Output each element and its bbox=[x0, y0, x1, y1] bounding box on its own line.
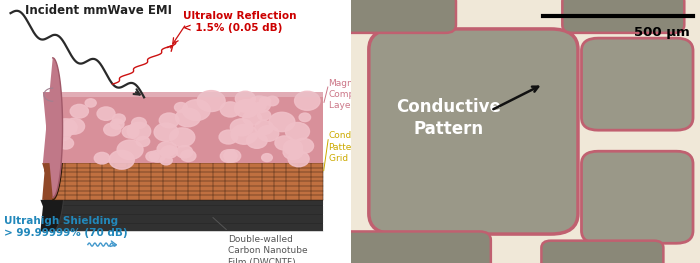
Circle shape bbox=[150, 150, 165, 162]
Circle shape bbox=[157, 141, 177, 156]
Circle shape bbox=[174, 103, 188, 112]
FancyBboxPatch shape bbox=[541, 241, 664, 263]
Circle shape bbox=[154, 123, 178, 141]
Circle shape bbox=[234, 100, 258, 118]
Polygon shape bbox=[41, 110, 65, 231]
Circle shape bbox=[295, 91, 320, 110]
Circle shape bbox=[231, 124, 258, 144]
Circle shape bbox=[219, 130, 238, 144]
Circle shape bbox=[243, 111, 262, 125]
Circle shape bbox=[237, 102, 251, 112]
Circle shape bbox=[55, 119, 77, 136]
Circle shape bbox=[70, 104, 88, 118]
Circle shape bbox=[52, 127, 71, 141]
Circle shape bbox=[288, 151, 309, 167]
Circle shape bbox=[283, 145, 303, 159]
Text: 500 μm: 500 μm bbox=[634, 26, 690, 39]
Circle shape bbox=[176, 108, 200, 127]
Circle shape bbox=[284, 141, 302, 155]
Text: Double-walled
Carbon Nanotube
Film (DWCNTF): Double-walled Carbon Nanotube Film (DWCN… bbox=[228, 235, 308, 263]
Circle shape bbox=[284, 140, 302, 154]
Circle shape bbox=[122, 125, 139, 138]
Circle shape bbox=[113, 114, 125, 124]
Circle shape bbox=[220, 150, 237, 162]
FancyBboxPatch shape bbox=[369, 29, 578, 234]
Circle shape bbox=[197, 90, 225, 112]
FancyBboxPatch shape bbox=[316, 0, 456, 33]
FancyBboxPatch shape bbox=[582, 38, 693, 130]
Text: Magnetic
Composite
Layer (MCL): Magnetic Composite Layer (MCL) bbox=[328, 79, 383, 110]
Text: Conductive
Pattern: Conductive Pattern bbox=[397, 98, 501, 138]
Circle shape bbox=[220, 102, 240, 117]
Circle shape bbox=[132, 118, 146, 129]
Circle shape bbox=[85, 99, 96, 107]
Circle shape bbox=[230, 119, 253, 136]
Circle shape bbox=[117, 140, 143, 159]
Circle shape bbox=[176, 146, 193, 158]
Text: Ultrahigh Shielding
> 99.99999% (70 dB): Ultrahigh Shielding > 99.99999% (70 dB) bbox=[4, 216, 127, 238]
Circle shape bbox=[246, 133, 267, 148]
Polygon shape bbox=[52, 92, 323, 163]
Circle shape bbox=[248, 96, 271, 113]
Circle shape bbox=[262, 154, 272, 161]
FancyBboxPatch shape bbox=[316, 231, 491, 263]
Circle shape bbox=[58, 138, 74, 149]
Text: Conductive
Patterned
Grid (CPG): Conductive Patterned Grid (CPG) bbox=[328, 132, 380, 163]
Circle shape bbox=[127, 122, 150, 140]
Circle shape bbox=[146, 151, 159, 161]
Text: Ultralow Reflection
< 1.5% (0.05 dB): Ultralow Reflection < 1.5% (0.05 dB) bbox=[183, 11, 296, 33]
Polygon shape bbox=[52, 200, 323, 231]
Circle shape bbox=[97, 107, 115, 120]
Circle shape bbox=[255, 102, 266, 110]
Circle shape bbox=[109, 150, 134, 169]
Polygon shape bbox=[42, 74, 63, 200]
Circle shape bbox=[64, 118, 85, 134]
Circle shape bbox=[181, 150, 196, 161]
Circle shape bbox=[255, 120, 273, 134]
Circle shape bbox=[293, 138, 314, 153]
Polygon shape bbox=[43, 58, 62, 197]
Circle shape bbox=[160, 156, 172, 165]
Circle shape bbox=[136, 136, 150, 146]
Circle shape bbox=[104, 123, 121, 136]
Circle shape bbox=[258, 125, 279, 141]
Circle shape bbox=[266, 96, 279, 106]
Circle shape bbox=[269, 112, 295, 132]
Polygon shape bbox=[52, 163, 323, 200]
FancyBboxPatch shape bbox=[562, 0, 685, 33]
Circle shape bbox=[258, 110, 271, 120]
Circle shape bbox=[235, 91, 256, 106]
Circle shape bbox=[224, 150, 241, 162]
FancyBboxPatch shape bbox=[582, 151, 693, 243]
Circle shape bbox=[183, 100, 210, 120]
Circle shape bbox=[94, 152, 110, 164]
Circle shape bbox=[111, 119, 124, 129]
Circle shape bbox=[299, 113, 311, 122]
Circle shape bbox=[286, 123, 309, 140]
Text: Incident mmWave EMI: Incident mmWave EMI bbox=[25, 4, 172, 17]
Polygon shape bbox=[52, 92, 323, 97]
Circle shape bbox=[161, 146, 178, 158]
Circle shape bbox=[160, 113, 179, 128]
Circle shape bbox=[260, 97, 271, 105]
Circle shape bbox=[169, 128, 195, 147]
Circle shape bbox=[275, 136, 294, 150]
